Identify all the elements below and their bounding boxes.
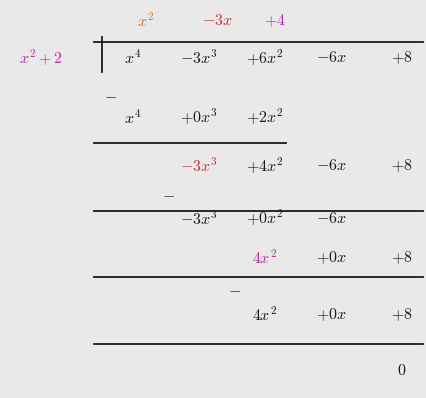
Text: $-$: $-$ [162,187,175,203]
Text: $0$: $0$ [396,363,405,378]
Text: $+0x^3$: $+0x^3$ [179,107,217,127]
Text: $x^2$: $x^2$ [136,12,153,30]
Text: $+8$: $+8$ [390,49,411,66]
Text: $-$: $-$ [228,282,241,297]
Text: $-3x^3$: $-3x^3$ [179,49,217,67]
Text: $+8$: $+8$ [390,250,411,266]
Text: $x^4$: $x^4$ [124,108,141,127]
Text: $+0x$: $+0x$ [315,250,345,266]
Text: $+0x$: $+0x$ [315,306,345,323]
Text: $-6x$: $-6x$ [315,158,345,174]
Text: $4x^2$: $4x^2$ [252,305,276,324]
Text: $-3x$: $-3x$ [202,13,233,28]
Text: $+4$: $+4$ [264,12,286,29]
Text: $-6x$: $-6x$ [315,50,345,65]
Text: $-3x^3$: $-3x^3$ [179,209,217,227]
Text: $+2x^2$: $+2x^2$ [245,107,283,127]
Text: $-$: $-$ [104,88,117,103]
Text: $x^2+2$: $x^2+2$ [19,48,62,68]
Text: $4x^2$: $4x^2$ [252,249,276,267]
Text: $+4x^2$: $+4x^2$ [245,156,283,176]
Text: $+6x^2$: $+6x^2$ [245,48,283,68]
Text: $x^4$: $x^4$ [124,49,141,67]
Text: $+8$: $+8$ [390,158,411,174]
Text: $+0x^2$: $+0x^2$ [245,208,283,228]
Text: $-6x$: $-6x$ [315,211,345,226]
Text: $-3x^3$: $-3x^3$ [179,157,217,175]
Text: $+8$: $+8$ [390,306,411,323]
